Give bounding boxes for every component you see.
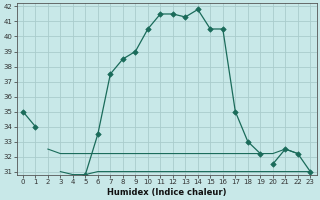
X-axis label: Humidex (Indice chaleur): Humidex (Indice chaleur) <box>107 188 226 197</box>
